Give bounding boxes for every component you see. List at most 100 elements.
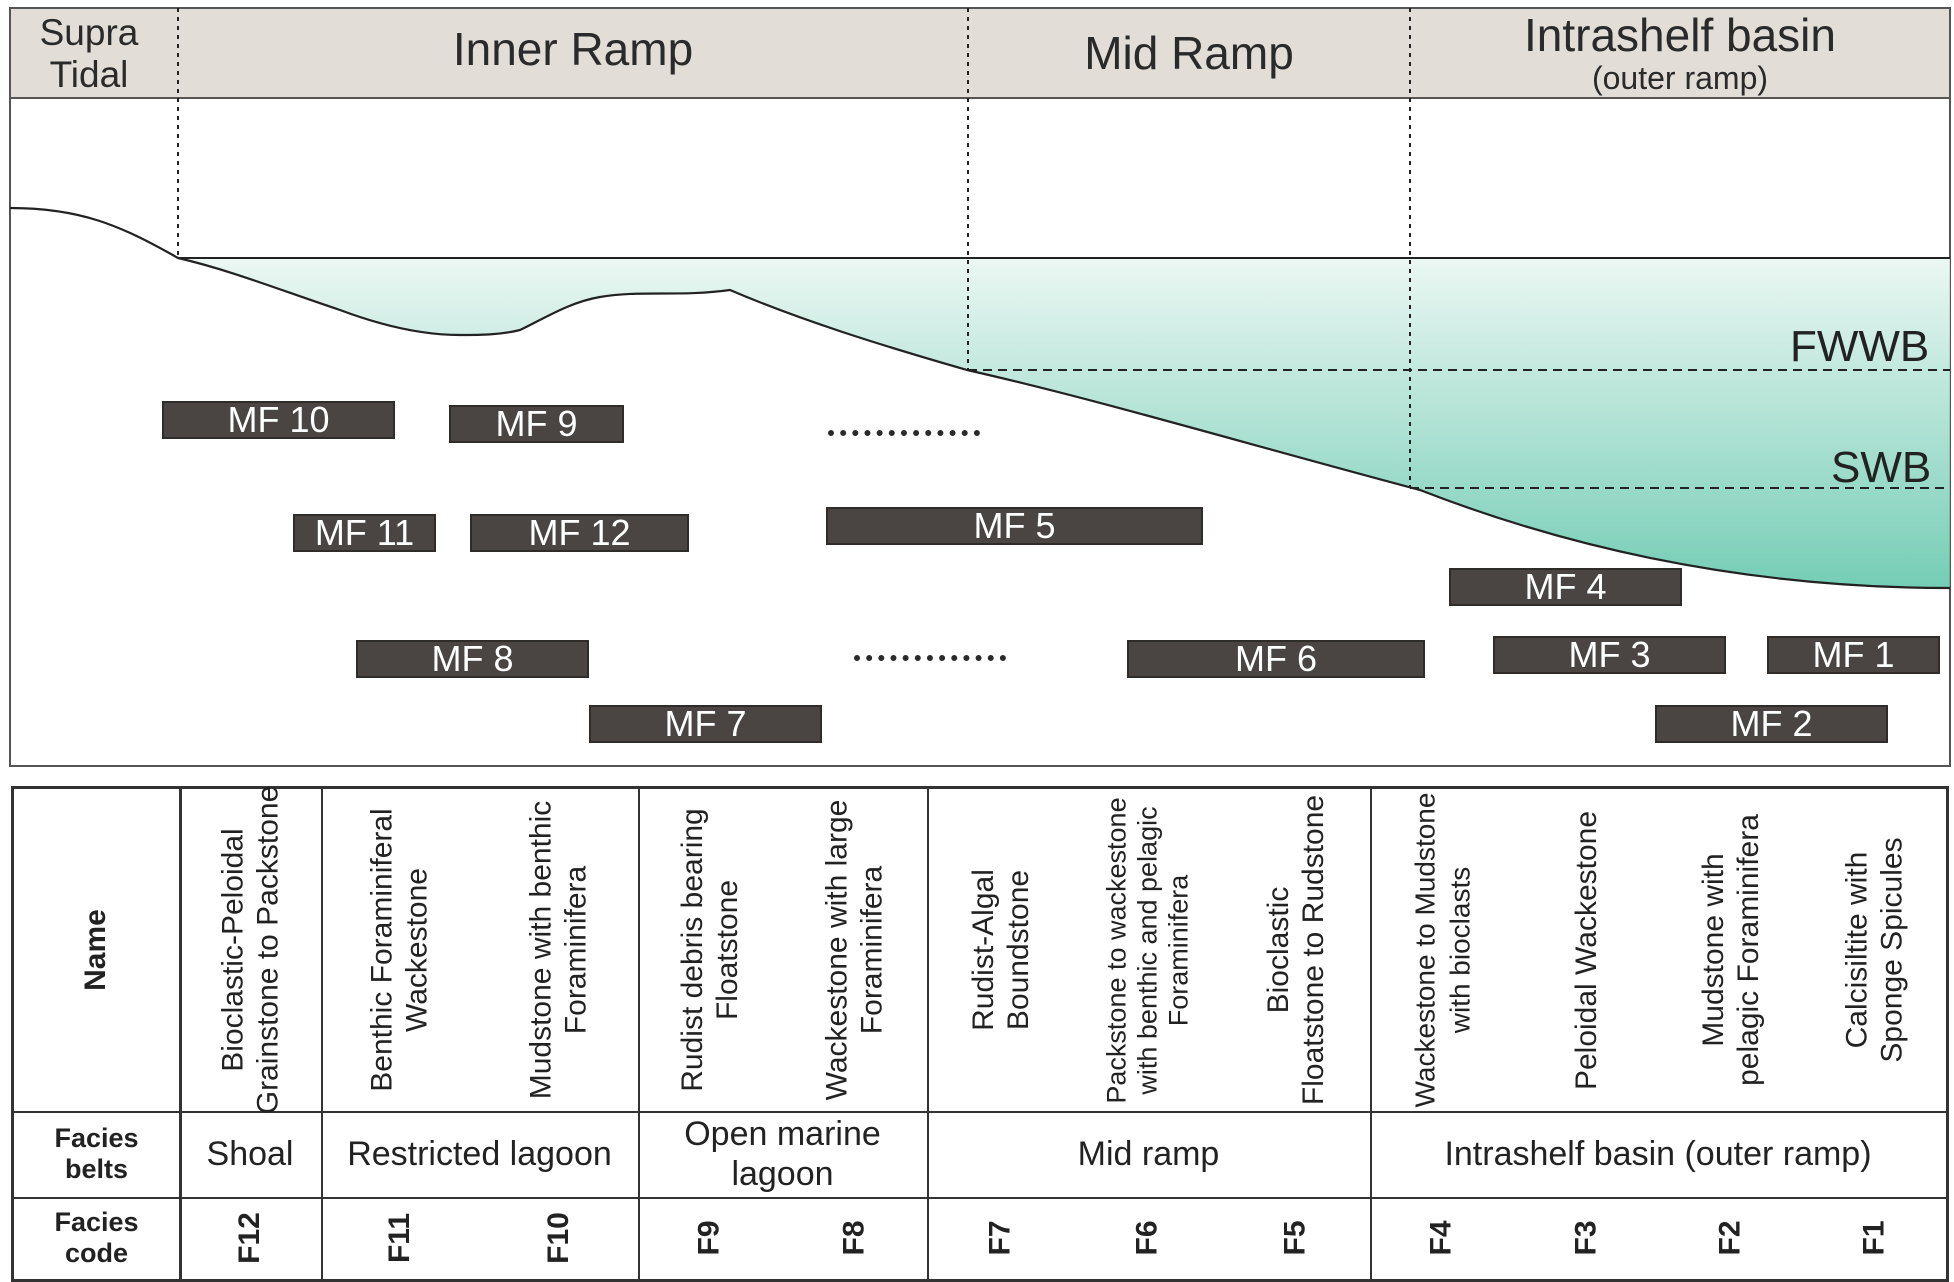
code-f7: F7 <box>927 1197 1074 1279</box>
code-f6: F6 <box>1074 1197 1222 1279</box>
code-f11-text: F11 <box>382 1212 416 1264</box>
name-f12-l1: Bioclastic-Peloidal <box>216 828 249 1072</box>
belt-restricted-lagoon-text: Restricted lagoon <box>347 1135 612 1173</box>
row-label-facies-code: Facies code <box>14 1197 179 1279</box>
mf-4-box: MF 4 <box>1449 566 1682 607</box>
row-label-facies-belts: Facies belts <box>14 1111 179 1197</box>
mf-1-box: MF 1 <box>1767 634 1940 675</box>
belt-intrashelf-basin: Intrashelf basin (outer ramp) <box>1370 1111 1946 1197</box>
gap-dots-lower <box>854 655 1006 661</box>
code-f9: F9 <box>638 1197 782 1279</box>
code-f5-text: F5 <box>1278 1220 1312 1256</box>
code-f11: F11 <box>321 1197 479 1279</box>
name-cell-f1: Calcisiltite with Sponge Spicules <box>1803 789 1946 1111</box>
swb-label: SWB <box>1831 443 1932 492</box>
seafloor-profile <box>9 206 1951 590</box>
name-cell-f11: Benthic Foraminiferal Wackestone <box>321 789 479 1111</box>
mf-10-box: MF 10 <box>162 399 395 440</box>
code-f3: F3 <box>1514 1197 1659 1279</box>
zone-header-band <box>9 7 1951 99</box>
mf-8-box: MF 8 <box>356 638 589 679</box>
name-f3-l1: Peloidal Wackestone <box>1570 810 1604 1090</box>
code-f7-text: F7 <box>983 1220 1017 1256</box>
belt-shoal-text: Shoal <box>206 1135 294 1173</box>
name-cell-f5: Bioclastic Floatstone to Rudstone <box>1222 789 1370 1111</box>
name-cell-f8: Wackestone with large Foraminifera <box>782 789 927 1111</box>
name-f7-l1: Rudist-Algal <box>966 869 1000 1031</box>
name-f11-l2: Wackestone <box>401 868 435 1032</box>
name-cell-f9: Rudist debris bearing Floatstone <box>638 789 782 1111</box>
name-f6-l3: Foraminifera <box>1163 874 1194 1026</box>
name-f8-l1: Wackestone with large <box>820 799 854 1101</box>
fwwb-label: FWWB <box>1790 322 1930 371</box>
code-f4: F4 <box>1370 1197 1514 1279</box>
name-cell-f7: Rudist-Algal Boundstone <box>927 789 1074 1111</box>
belt-shoal: Shoal <box>179 1111 321 1197</box>
belt-restricted-lagoon: Restricted lagoon <box>321 1111 638 1197</box>
name-f5-l1: Bioclastic <box>1262 886 1296 1014</box>
name-f1-l1: Calcisiltite with <box>1840 851 1874 1049</box>
mf-11-box: MF 11 <box>293 512 436 553</box>
facies-table: Name Facies belts Facies code Bioclastic… <box>11 786 1949 1282</box>
name-f4-l1: Wackestone to Mudstone <box>1409 792 1440 1108</box>
code-f8-text: F8 <box>837 1220 871 1256</box>
belt-mid-ramp-text: Mid ramp <box>1077 1135 1220 1173</box>
code-f12: F12 <box>179 1197 321 1279</box>
belt-mid-ramp: Mid ramp <box>927 1111 1370 1197</box>
code-f10-text: F10 <box>541 1212 575 1264</box>
row-label-belts-line2: belts <box>64 1154 129 1184</box>
name-cell-f6: Packstone to wackestone with benthic and … <box>1074 789 1222 1111</box>
sea-water <box>178 258 1950 588</box>
belt-open-marine-line2: lagoon <box>731 1155 834 1193</box>
name-f8-l2: Foraminifera <box>855 865 889 1035</box>
code-f10: F10 <box>479 1197 638 1279</box>
name-f12-l2: Grainstone to Packstone <box>251 785 284 1115</box>
name-f4-l2: with bioclasts <box>1444 866 1475 1034</box>
name-f1-l2: Sponge Spicules <box>1875 837 1909 1063</box>
mf-7-box: MF 7 <box>589 703 822 744</box>
row-label-name: Name <box>79 909 112 991</box>
row-label-belts-line1: Facies <box>54 1122 139 1153</box>
code-f8: F8 <box>782 1197 927 1279</box>
code-f2-text: F2 <box>1713 1220 1747 1256</box>
zone-supra-line1: Supra <box>39 12 139 53</box>
zone-supra-line2: Tidal <box>49 54 129 95</box>
code-f12-text: F12 <box>232 1212 266 1264</box>
code-f4-text: F4 <box>1424 1220 1458 1256</box>
name-f7-l2: Boundstone <box>1001 869 1035 1031</box>
code-f5: F5 <box>1222 1197 1370 1279</box>
name-f2-l2: pelagic Foraminifera <box>1732 814 1766 1086</box>
code-f6-text: F6 <box>1130 1220 1164 1256</box>
code-f1: F1 <box>1803 1197 1946 1279</box>
name-f9-l1: Rudist debris bearing <box>676 808 709 1092</box>
code-f9-text: F9 <box>692 1220 726 1256</box>
name-cell-f4: Wackestone to Mudstone with bioclasts <box>1370 789 1514 1111</box>
name-f10-l2: Foraminifera <box>559 865 593 1035</box>
zone-intrashelf-basin: Intrashelf basin <box>1524 9 1836 61</box>
table-col-divider-open-marine <box>927 789 929 1279</box>
ramp-profile-diagram <box>9 7 1951 767</box>
name-f10-l1: Mudstone with benthic <box>524 800 558 1100</box>
name-cell-f10: Mudstone with benthic Foraminifera <box>479 789 638 1111</box>
table-col-divider-lagoon <box>638 789 640 1279</box>
name-cell-f2: Mudstone with pelagic Foraminifera <box>1659 789 1803 1111</box>
name-f6-l1: Packstone to wackestone <box>1101 796 1132 1104</box>
row-label-code-line2: code <box>64 1238 129 1268</box>
name-f5-l2: Floatstone to Rudstone <box>1297 794 1331 1106</box>
name-f9-l2: Floatstone <box>711 879 744 1021</box>
table-col-divider-head <box>179 789 182 1279</box>
gap-dots-upper <box>828 430 980 436</box>
mf-6-box: MF 6 <box>1127 638 1425 679</box>
belt-intrashelf-basin-text: Intrashelf basin (outer ramp) <box>1444 1135 1872 1173</box>
table-row-divider-names <box>14 1111 1946 1113</box>
table-col-divider-mid-ramp <box>1370 789 1372 1279</box>
zone-supra-tidal: Supra Tidal <box>22 12 156 96</box>
name-cell-f3: Peloidal Wackestone <box>1514 789 1659 1111</box>
table-row-divider-belts <box>14 1197 1946 1199</box>
table-col-divider-shoal <box>321 789 323 1279</box>
mf-5-box: MF 5 <box>826 505 1203 546</box>
zone-inner-ramp: Inner Ramp <box>452 23 694 75</box>
belt-open-marine-lagoon: Open marine lagoon <box>638 1111 927 1197</box>
mf-3-box: MF 3 <box>1493 634 1726 675</box>
name-cell-f12: Bioclastic-Peloidal Grainstone to Packsto… <box>179 786 321 1115</box>
